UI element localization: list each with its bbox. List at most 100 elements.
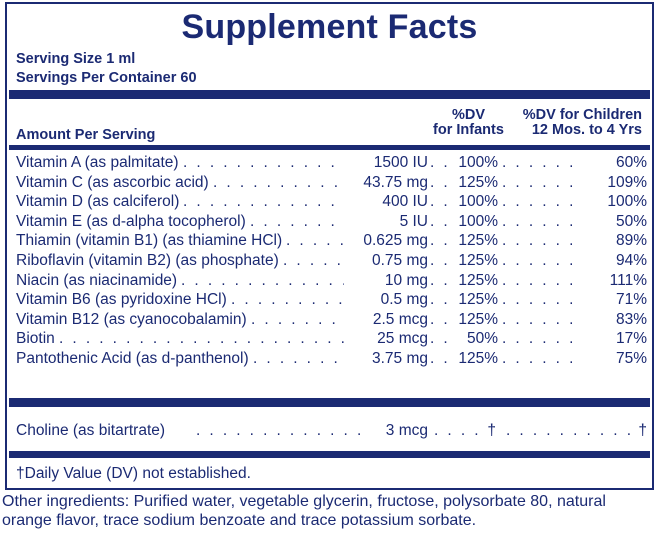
leader-dots: . . . . . . . . . . . . . . . . . . . . … [502, 154, 575, 171]
choline-row: Choline (as bitartrate) . . . . . . . . … [16, 422, 647, 441]
panel-title: Supplement Facts [181, 8, 478, 46]
dv-infants: 50% [466, 330, 498, 348]
dv-children: † [638, 422, 647, 439]
nutrient-name: Vitamin B6 (as pyridoxine HCl) [16, 291, 227, 309]
dv-children: 83% [615, 310, 647, 328]
leader-dots: . . . . . . . . . . . . . . . . . . . . … [183, 154, 344, 171]
nutrient-row: Pantothenic Acid (as d-panthenol) . . . … [16, 350, 647, 369]
dv-infants: † [487, 422, 496, 439]
leader-dots: . . . . . . . . . . . . . . . . . . . . … [506, 422, 634, 439]
leader-dots: . . . . . . . . . . . . . . . . . . . . … [502, 173, 575, 191]
leader-dots: . . . . . . . . . . . . . . . . . . . . … [430, 291, 454, 309]
dv-infants: 125% [458, 291, 498, 309]
dv-children: 50% [615, 212, 647, 230]
dv-children: 89% [615, 232, 647, 250]
serving-size: Serving Size 1 ml [16, 51, 136, 67]
dv-children: 100% [607, 193, 647, 211]
leader-dots: . . . . . . . . . . . . . . . . . . . . … [430, 212, 454, 230]
leader-dots: . . . . . . . . . . . . . . . . . . . . … [502, 232, 575, 250]
thick-divider-bottom [9, 451, 650, 458]
header-dv-infants: %DV for Infants [432, 108, 505, 138]
header-dv-children-line1: %DV for Children [522, 107, 642, 123]
leader-dots: . . . . . . . . . . . . . . . . . . . . … [430, 252, 454, 269]
thick-divider-middle [9, 398, 650, 407]
leader-dots: . . . . . . . . . . . . . . . . . . . . … [250, 212, 344, 230]
header-dv-infants-line2: for Infants [433, 122, 504, 138]
leader-dots: . . . . . . . . . . . . . . . . . . . . … [251, 310, 344, 328]
nutrient-amount: 400 IU [382, 193, 428, 211]
dv-infants: 100% [458, 193, 498, 211]
nutrient-row: Vitamin B6 (as pyridoxine HCl) . . . . .… [16, 291, 647, 310]
leader-dots: . . . . . . . . . . . . . . . . . . . . … [253, 350, 344, 367]
nutrient-name: Vitamin A (as palmitate) [16, 154, 179, 171]
leader-dots: . . . . . . . . . . . . . . . . . . . . … [430, 271, 454, 289]
leader-dots: . . . . . . . . . [434, 422, 486, 439]
footnote: †Daily Value (DV) not established. [16, 465, 251, 482]
header-dv-children: %DV for Children 12 Mos. to 4 Yrs [507, 108, 642, 138]
nutrient-name: Choline (as bitartrate) [16, 422, 166, 439]
nutrient-amount: 10 mg [384, 271, 428, 289]
leader-dots: . . . . . . . . . . . . . . . . . . . . … [430, 350, 454, 367]
header-amount-per-serving: Amount Per Serving [16, 127, 156, 143]
medium-divider [9, 145, 650, 150]
dv-infants: 125% [458, 173, 498, 191]
nutrient-row: Riboflavin (vitamin B2) (as phosphate) .… [16, 252, 647, 271]
leader-dots: . . . . . . . . . . . . . . . . . . . . … [430, 193, 454, 211]
nutrient-row: Biotin . . . . . . . . . . . . . . . . .… [16, 330, 647, 349]
nutrient-row: Vitamin D (as calciferol) . . . . . . . … [16, 193, 647, 212]
leader-dots: . . . . . . . . . . . . . . . . . . . . … [231, 291, 344, 309]
dv-children: 94% [615, 252, 647, 269]
nutrient-name: Thiamin (vitamin B1) (as thiamine HCl) [16, 232, 283, 250]
leader-dots: . . . . . . . . . . . . . . . . . . . . … [502, 193, 575, 211]
dv-infants: 100% [458, 154, 498, 171]
nutrient-row: Vitamin B12 (as cyanocobalamin) . . . . … [16, 311, 647, 330]
leader-dots: . . . . . . . . . . . . . . . . . . . . … [502, 291, 575, 309]
nutrient-row: Vitamin E (as d-alpha tocopherol) . . . … [16, 213, 647, 232]
nutrient-amount: 43.75 mg [363, 173, 428, 191]
dv-children: 71% [615, 291, 647, 309]
other-ingredients: Other ingredients: Purified water, veget… [2, 493, 606, 529]
leader-dots: . . . . . . . . . . . . . . . . . . . . … [196, 422, 371, 439]
dv-infants: 125% [458, 232, 498, 250]
leader-dots: . . . . . . . . . . . . . . . . . . . . … [183, 193, 344, 211]
leader-dots: . . . . . . . . . . . . . . . . . . . . … [502, 330, 575, 348]
thick-divider-top [9, 90, 650, 99]
servings-per-container: Servings Per Container 60 [16, 70, 197, 86]
nutrient-name: Vitamin D (as calciferol) [16, 193, 180, 211]
nutrient-amount: 3.75 mg [371, 350, 428, 367]
leader-dots: . . . . . . . . . . . . . . . . . . . . … [430, 173, 454, 191]
nutrient-row: Vitamin A (as palmitate) . . . . . . . .… [16, 154, 647, 173]
nutrient-amount: 1500 IU [373, 154, 428, 171]
leader-dots: . . . . . . . . . . . . . . . . . . . . … [430, 232, 454, 250]
header-dv-children-line2: 12 Mos. to 4 Yrs [531, 122, 642, 138]
nutrient-amount: 25 mcg [377, 330, 428, 348]
leader-dots: . . . . . . . . . . . . . . . . . . . . … [286, 232, 344, 250]
leader-dots: . . . . . . . . . . . . . . . . . . . . … [502, 350, 575, 367]
leader-dots: . . . . . . . . . . . . . . . . . . . . … [181, 271, 344, 289]
nutrient-name: Riboflavin (vitamin B2) (as phosphate) [16, 252, 279, 269]
dv-infants: 125% [458, 271, 498, 289]
leader-dots: . . . . . . . . . . . . . . . . . . . . … [430, 310, 454, 328]
leader-dots: . . . . . . . . . . . . . . . . . . . . … [430, 154, 454, 171]
nutrient-name: Vitamin E (as d-alpha tocopherol) [16, 212, 246, 230]
leader-dots: . . . . . . . . . . . . . . . . . . . . … [502, 271, 575, 289]
leader-dots: . . . . . . . . . . . . . . . . . . . . … [59, 330, 344, 348]
dv-children: 60% [615, 154, 647, 171]
leader-dots: . . . . . . . . . . . . . . . . . . . . … [502, 310, 575, 328]
nutrient-name: Niacin (as niacinamide) [16, 271, 178, 289]
leader-dots: . . . . . . . . . . . . . . . . . . . . … [502, 212, 575, 230]
header-dv-infants-line1: %DV [451, 107, 486, 123]
nutrient-name: Vitamin B12 (as cyanocobalamin) [16, 310, 247, 328]
dv-children: 109% [607, 173, 647, 191]
nutrient-amount: 0.625 mg [363, 232, 428, 250]
nutrient-amount: 0.5 mg [380, 291, 428, 309]
dv-children: 17% [615, 330, 647, 348]
leader-dots: . . . . . . . . . . . . . . . . . . . . … [502, 252, 575, 269]
nutrient-amount: 0.75 mg [371, 252, 428, 269]
dv-infants: 125% [458, 310, 498, 328]
nutrient-row: Vitamin C (as ascorbic acid) . . . . . .… [16, 174, 647, 193]
nutrient-row: Thiamin (vitamin B1) (as thiamine HCl) .… [16, 232, 647, 251]
nutrient-amount: 5 IU [399, 212, 428, 230]
leader-dots: . . . . . . . . . . . . . . . . . . . . … [430, 330, 454, 348]
leader-dots: . . . . . . . . . . . . . . . . . . . . … [213, 173, 344, 191]
